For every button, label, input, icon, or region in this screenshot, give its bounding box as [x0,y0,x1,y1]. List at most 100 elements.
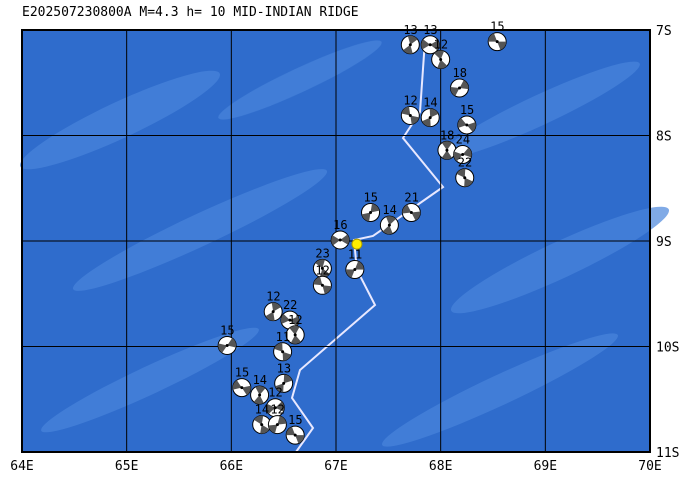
beachball [455,168,475,188]
beachball-center [428,43,432,47]
lat-label: 11S [656,446,679,461]
depth-label: 14 [382,203,396,217]
beachball-center [338,238,342,242]
depth-label: 15 [490,20,504,34]
depth-label: 14 [253,373,267,387]
beachball [437,140,457,160]
beachball-quadrant [313,276,323,286]
lon-label: 67E [324,459,347,474]
beachball-center [369,211,373,215]
depth-label: 11 [276,330,290,344]
beachball [232,378,252,398]
beachball-quadrant [277,415,287,425]
depth-label: 15 [460,103,474,117]
main-event [351,238,363,250]
beachball-center [293,333,297,337]
beachball [431,50,451,70]
beachball-center [458,86,462,90]
depth-label: 21 [404,191,418,205]
beachball-quadrant [354,261,364,270]
beachball-quadrant [253,415,264,425]
beachball-quadrant [430,40,440,51]
beachball-quadrant [331,235,341,246]
beachball-quadrant [402,204,412,214]
beachball-quadrant [421,39,431,50]
beachball-quadrant [271,302,281,312]
depth-label: 12 [288,313,302,327]
ridge-line [290,39,445,453]
beachball-center [408,43,412,47]
beachball [330,230,350,250]
beachball [487,32,507,52]
beachball [453,144,473,164]
beachball [312,258,332,278]
beachball-center [320,266,324,270]
depth-label: 18 [440,128,454,142]
depth-label: 18 [453,66,467,80]
beachball-center [495,40,499,44]
title: E202507230800A M=4.3 h= 10 MID-INDIAN RI… [22,5,359,20]
beachball-quadrant [295,435,305,444]
beachball-center [387,223,391,227]
lon-label: 69E [534,459,557,474]
beachball-quadrant [421,117,431,127]
lat-label: 8S [656,130,672,145]
beachball [361,203,381,223]
beachball-quadrant [283,374,293,384]
beachball-center [428,116,432,120]
beachball-quadrant [462,147,472,158]
beachball [400,105,420,125]
depth-label: 11 [348,247,362,261]
beachball-quadrant [260,424,270,434]
beachball-quadrant [410,115,420,125]
beachball-center [445,148,449,152]
beachball-center [282,381,286,385]
beachball-center [320,283,324,287]
beachball-quadrant [466,122,476,132]
beachball-quadrant [464,177,473,187]
beachball-quadrant [289,325,300,335]
lon-label: 70E [638,459,661,474]
beachball [379,215,399,235]
beachball-quadrant [450,86,460,96]
beachball [401,203,421,223]
depth-label: 12 [315,263,329,277]
depth-label: 15 [364,191,378,205]
beachball-quadrant [429,108,439,118]
beachball-center [288,318,292,322]
beachball-quadrant [407,35,418,45]
depth-label: 13 [277,361,291,375]
beachball-quadrant [497,41,507,50]
beachball-quadrant [437,59,448,69]
beachball-quadrant [386,216,396,226]
beachball [267,415,287,435]
beachball [420,35,440,55]
beachball-quadrant [441,141,453,151]
beachball-quadrant [345,269,355,278]
beachball-quadrant [361,212,371,222]
beachball [285,325,305,345]
beachball-quadrant [370,203,380,213]
beachball-center [293,433,297,437]
depth-label: 15 [220,323,234,337]
beachball [312,275,332,295]
beachball [450,78,470,98]
beachball-center [409,211,413,215]
beachball-quadrant [441,150,452,160]
beachball-quadrant [315,259,325,269]
depth-label: 22 [458,156,472,170]
beachball-quadrant [266,403,276,414]
beachball-center [463,176,467,180]
depth-label: 12 [268,386,282,400]
beachball [420,108,440,128]
beachball [217,335,237,355]
beachball-quadrant [411,211,421,221]
lon-label: 64E [10,459,33,474]
beachball-quadrant [453,151,463,162]
beachball-quadrant [434,50,445,60]
beachball-quadrant [227,337,237,348]
beachball-quadrant [456,168,466,178]
lon-label: 66E [220,459,243,474]
